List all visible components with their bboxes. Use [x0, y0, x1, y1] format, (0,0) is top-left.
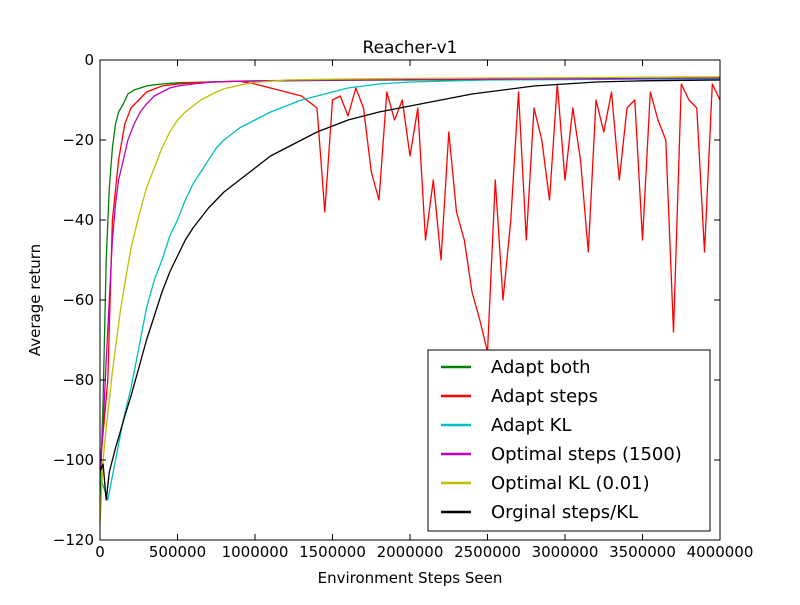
- x-tick-label: 2500000: [454, 543, 521, 561]
- y-axis: 0 −20 −40 −60 −80 −100 −120: [53, 51, 720, 549]
- series-line-5: [99, 76, 721, 525]
- legend-label: Adapt KL: [491, 415, 572, 436]
- x-tick-label: 2000000: [377, 543, 444, 561]
- x-tick-label: 1500000: [299, 543, 366, 561]
- y-tick-label: −20: [62, 131, 94, 149]
- x-tick-label: 0: [95, 543, 105, 561]
- x-axis-title: Environment Steps Seen: [318, 569, 503, 587]
- x-tick-label: 1000000: [222, 543, 289, 561]
- legend-label: Orginal steps/KL: [491, 502, 638, 523]
- y-tick-label: −40: [62, 211, 94, 229]
- legend-box: [427, 349, 711, 532]
- y-tick-label: −100: [53, 451, 94, 469]
- series-line-3: [99, 78, 720, 501]
- series-line-6: [99, 79, 721, 501]
- x-tick-label: 3000000: [532, 543, 599, 561]
- plot-lines: [99, 76, 721, 525]
- legend: Adapt both Adapt steps Adapt KL Optimal ste…: [427, 349, 711, 532]
- y-tick-label: −60: [62, 291, 94, 309]
- y-tick-label: −80: [62, 371, 94, 389]
- legend-label: Optimal steps (1500): [491, 444, 682, 465]
- legend-label: Adapt both: [491, 357, 591, 378]
- y-axis-title: Average return: [26, 244, 44, 356]
- x-tick-label: 3500000: [609, 543, 676, 561]
- chart-title: Reacher-v1: [363, 38, 458, 58]
- series-line-4: [99, 77, 721, 469]
- x-tick-label: 500000: [149, 543, 206, 561]
- y-tick-label: −120: [53, 531, 94, 549]
- y-tick-label: 0: [84, 51, 94, 69]
- legend-label: Adapt steps: [491, 386, 598, 407]
- legend-label: Optimal KL (0.01): [491, 473, 650, 494]
- x-tick-label: 4000000: [687, 543, 754, 561]
- legend-entries: Adapt both Adapt steps Adapt KL Optimal ste…: [441, 357, 682, 523]
- x-axis: 0 500000 1000000 1500000 2000000 2500000 30000…: [95, 60, 753, 561]
